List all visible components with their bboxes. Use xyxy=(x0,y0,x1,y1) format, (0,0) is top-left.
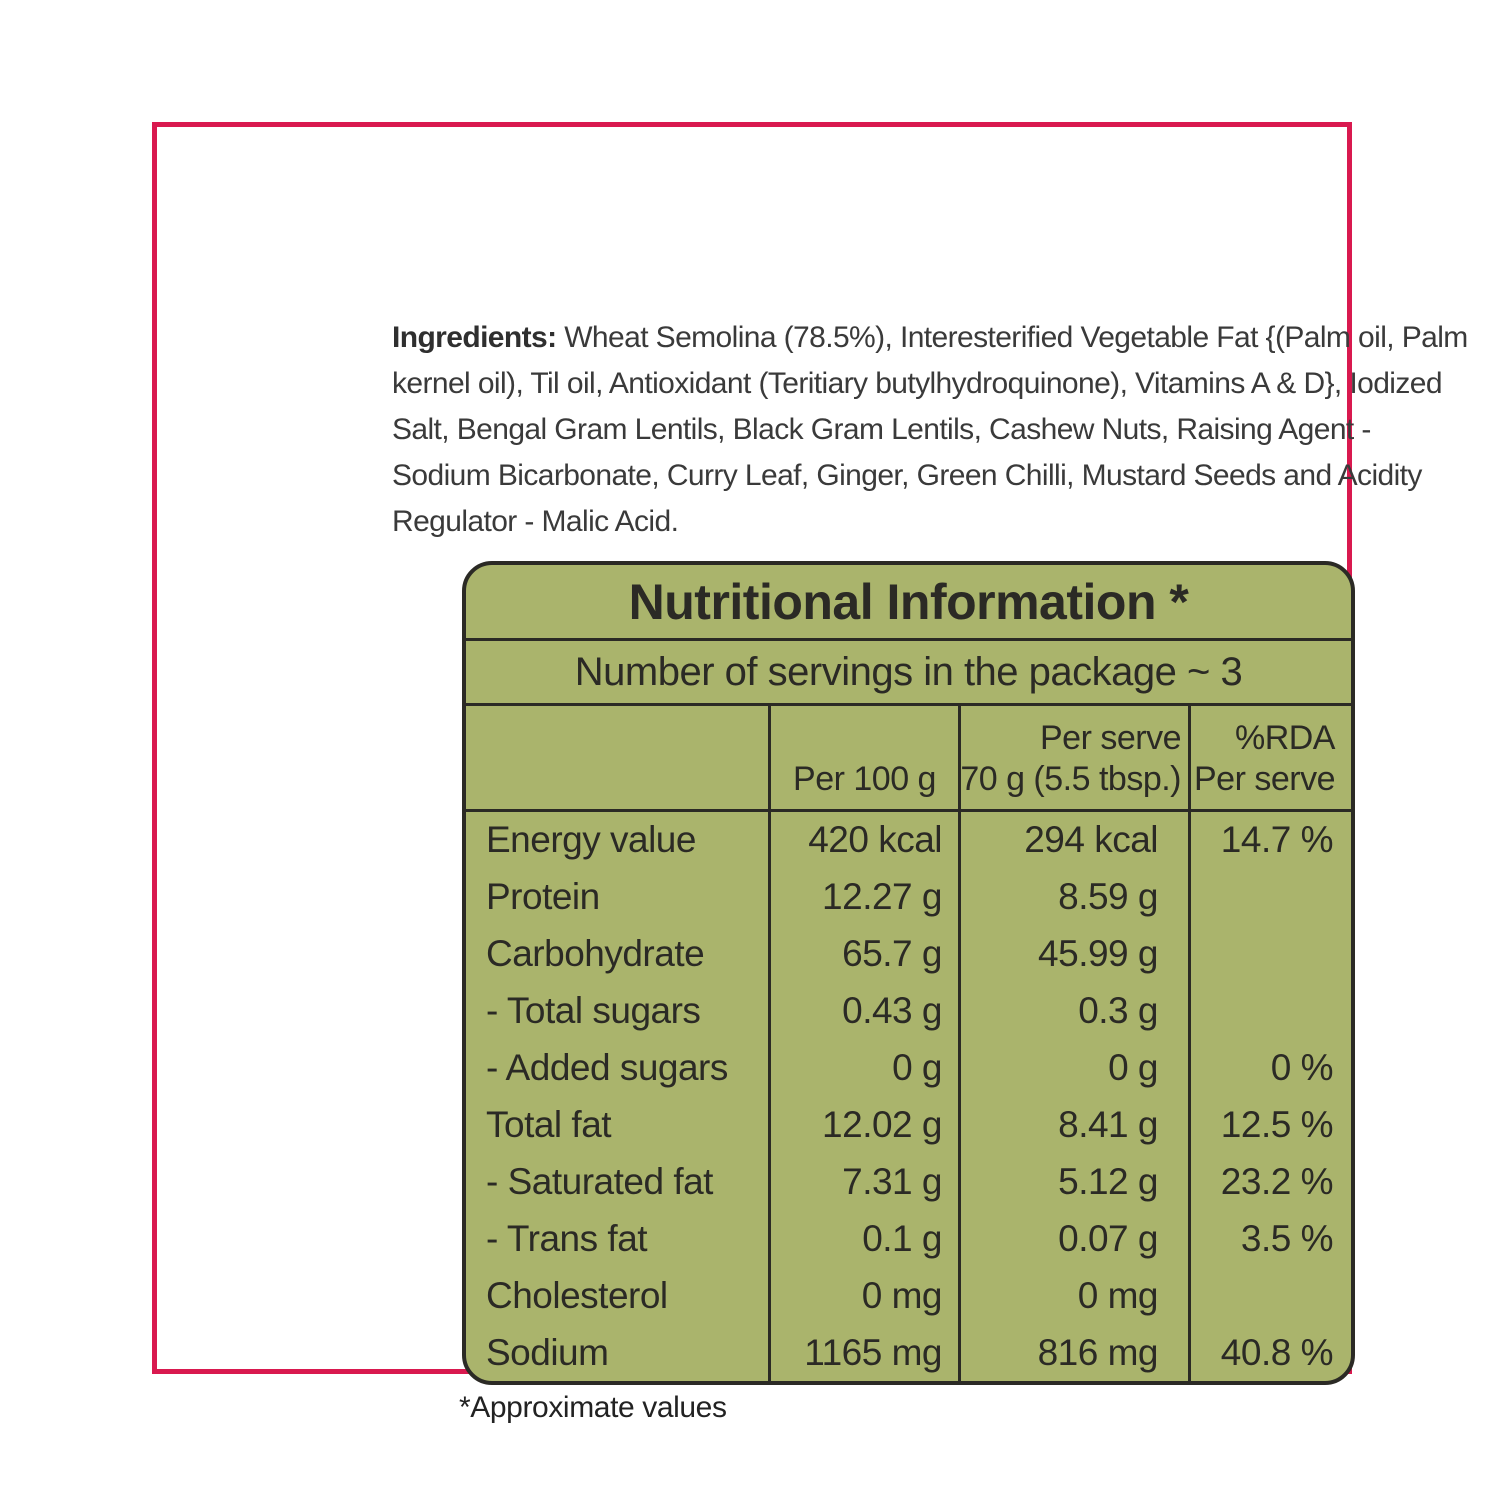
row-label: - Saturated fat xyxy=(466,1153,771,1211)
row-per-100g: 12.27 g xyxy=(771,868,961,926)
row-rda: 12.5 % xyxy=(1220,1103,1334,1145)
row-label: - Total sugars xyxy=(466,982,771,1040)
row-per-serve: 816 mg xyxy=(961,1324,1191,1381)
row-per-100g: 7.31 g xyxy=(771,1153,961,1211)
row-rda: 0 % xyxy=(1270,1047,1334,1089)
ingredients-paragraph: Ingredients: Wheat Semolina (78.5%), Int… xyxy=(392,315,1474,545)
row-per-serve: 0 g xyxy=(961,1039,1191,1097)
row-per-100g: 12.02 g xyxy=(771,1096,961,1154)
row-per-serve: 0.3 g xyxy=(961,982,1191,1040)
row-rda xyxy=(1191,1267,1351,1324)
servings-line: Number of servings in the package ~ 3 xyxy=(466,641,1351,706)
col-header-per-100g: Per 100 g xyxy=(771,706,961,809)
row-label: Carbohydrate xyxy=(466,925,771,983)
table-title: Nutritional Information * xyxy=(466,565,1351,641)
row-per-100g: 0.1 g xyxy=(771,1210,961,1268)
approximate-values-note: *Approximate values xyxy=(459,1391,727,1424)
row-rda xyxy=(1191,869,1351,926)
column-header-row: Per 100 g Per serve 70 g (5.5 tbsp.) %RD… xyxy=(466,706,1351,812)
row-rda: 40.8 % xyxy=(1220,1331,1334,1373)
row-rda: 23.2 % xyxy=(1220,1160,1334,1202)
row-rda xyxy=(1191,926,1351,983)
row-per-100g: 420 kcal xyxy=(771,812,961,869)
row-per-serve: 5.12 g xyxy=(961,1153,1191,1211)
row-rda: 3.5 % xyxy=(1240,1217,1334,1259)
row-rda xyxy=(1191,983,1351,1040)
row-rda: 14.7 % xyxy=(1220,819,1334,861)
col-header-per-serve: Per serve 70 g (5.5 tbsp.) xyxy=(960,706,1191,809)
row-per-100g: 1165 mg xyxy=(771,1324,961,1381)
table-body: Energy value 420 kcal 294 kcal 14.7 % Pr… xyxy=(466,812,1351,1381)
row-per-100g: 0 mg xyxy=(771,1267,961,1325)
row-per-serve: 0 mg xyxy=(961,1267,1191,1325)
row-per-serve: 45.99 g xyxy=(961,925,1191,983)
row-label: - Trans fat xyxy=(466,1210,771,1268)
ingredients-text: Wheat Semolina (78.5%), Interesterified … xyxy=(392,321,1468,538)
row-per-100g: 65.7 g xyxy=(771,925,961,983)
nutrition-panel: Nutritional Information * Number of serv… xyxy=(462,561,1355,1385)
row-label: Protein xyxy=(466,868,771,926)
row-per-serve: 8.41 g xyxy=(961,1096,1191,1154)
row-label: Energy value xyxy=(466,812,771,869)
row-per-100g: 0.43 g xyxy=(771,982,961,1040)
row-per-serve: 8.59 g xyxy=(961,868,1191,926)
col-header-rda: %RDA Per serve xyxy=(1194,719,1336,798)
label-frame-border: Ingredients: Wheat Semolina (78.5%), Int… xyxy=(152,122,1468,1424)
ingredients-label: Ingredients: xyxy=(392,321,557,354)
row-label: Total fat xyxy=(466,1096,771,1154)
col-header-blank xyxy=(466,706,771,809)
row-per-100g: 0 g xyxy=(771,1039,961,1097)
row-label: - Added sugars xyxy=(466,1039,771,1097)
row-label: Cholesterol xyxy=(466,1267,771,1325)
row-per-serve: 294 kcal xyxy=(961,812,1191,869)
row-per-serve: 0.07 g xyxy=(961,1210,1191,1268)
row-label: Sodium xyxy=(466,1324,771,1381)
